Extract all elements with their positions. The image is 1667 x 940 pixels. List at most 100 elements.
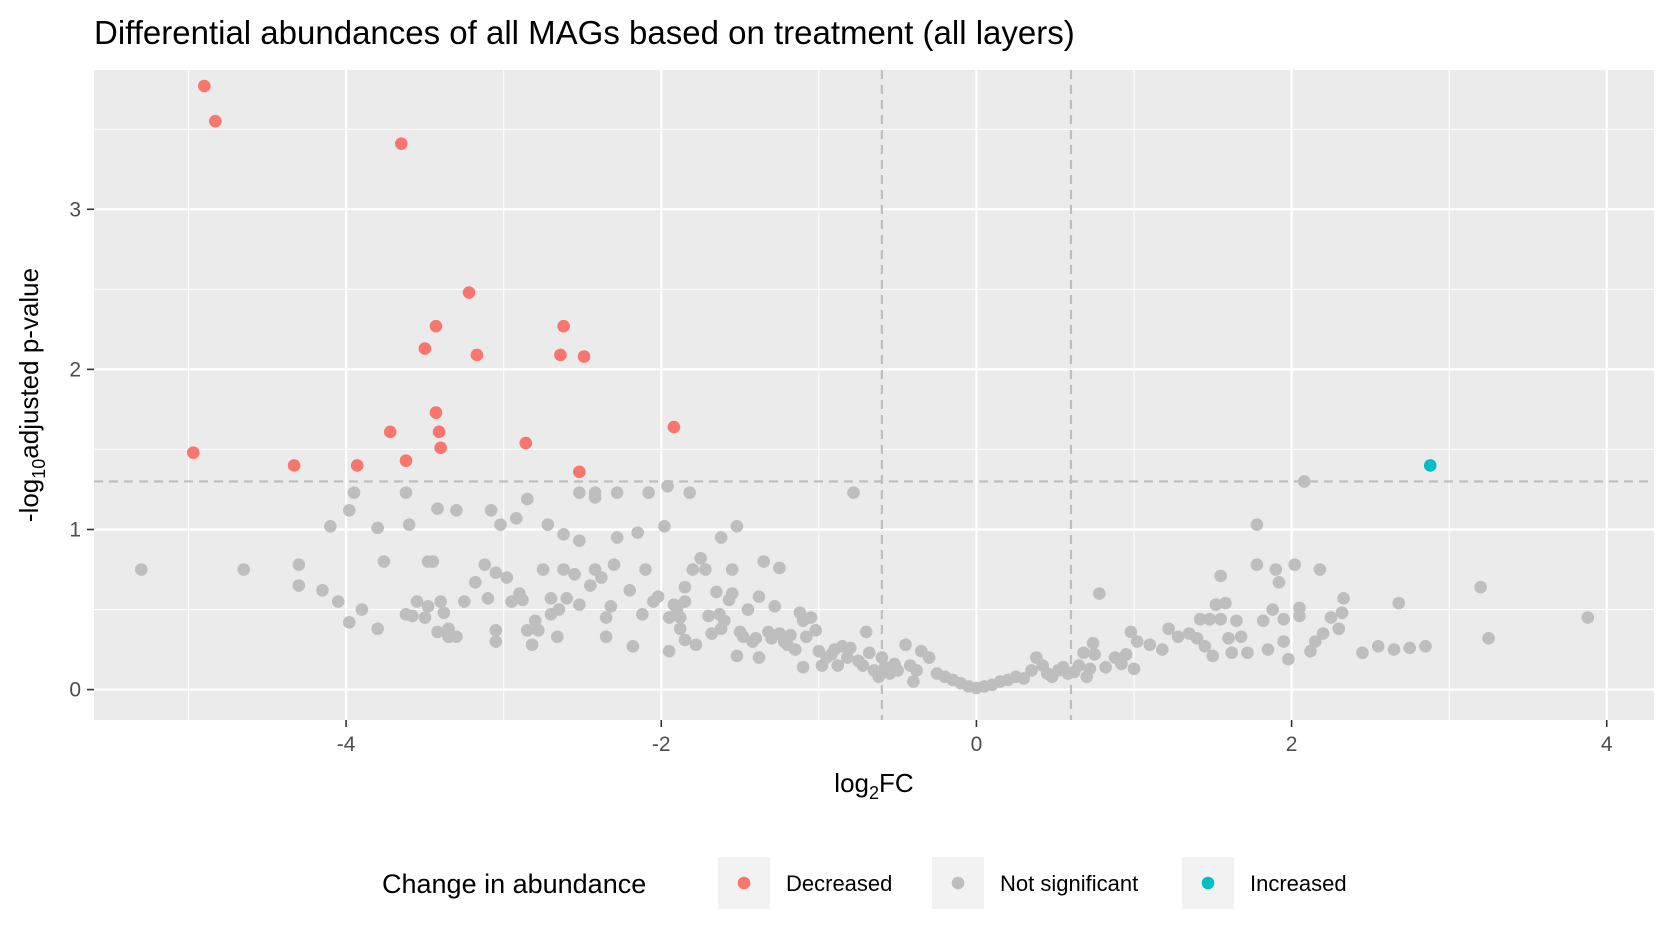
point-not-significant [550, 630, 564, 644]
point-not-significant [702, 609, 715, 623]
point-not-significant [1124, 625, 1138, 639]
point-decreased [462, 286, 476, 299]
point-not-significant [599, 630, 613, 644]
legend-marker-decreased [737, 876, 751, 890]
point-not-significant [536, 563, 550, 576]
point-not-significant [516, 593, 529, 607]
point-not-significant [662, 644, 676, 658]
point-not-significant [484, 503, 498, 517]
x-tick-label: 2 [1286, 733, 1298, 756]
point-not-significant [1392, 596, 1406, 610]
threshold-lines [94, 70, 1654, 720]
legend-marker-not-significant [951, 876, 965, 890]
point-not-significant [610, 531, 624, 544]
point-not-significant [1337, 592, 1350, 605]
point-not-significant [450, 503, 463, 517]
point-not-significant [642, 486, 655, 499]
point-not-significant [1324, 611, 1338, 624]
point-decreased [470, 348, 484, 362]
point-not-significant [1219, 596, 1232, 610]
legend-title: Change in abundance [382, 869, 646, 899]
point-not-significant [342, 616, 356, 629]
plot-panel [94, 70, 1654, 720]
point-not-significant [1403, 641, 1417, 655]
point-not-significant [544, 592, 558, 605]
point-not-significant [651, 590, 665, 604]
point-not-significant [788, 643, 802, 656]
point-decreased [577, 350, 591, 363]
point-not-significant [1093, 587, 1106, 600]
point-not-significant [521, 492, 534, 506]
point-not-significant [434, 595, 447, 608]
point-not-significant [599, 611, 613, 624]
point-not-significant [532, 624, 545, 637]
point-not-significant [862, 646, 876, 660]
point-not-significant [1474, 580, 1487, 594]
legend-label-not-significant: Not significant [1000, 871, 1138, 896]
point-not-significant [856, 659, 870, 672]
point-not-significant [450, 630, 463, 644]
point-decreased [198, 79, 211, 93]
x-tick-label: 0 [971, 733, 983, 756]
point-not-significant [1130, 635, 1144, 648]
point-decreased [429, 406, 443, 419]
point-not-significant [557, 563, 570, 576]
y-axis: 0 1 2 3 [69, 198, 94, 702]
point-not-significant [541, 518, 555, 531]
point-not-significant [686, 563, 700, 576]
point-not-significant [809, 624, 822, 637]
point-not-significant [1190, 632, 1204, 645]
point-not-significant [673, 622, 687, 636]
point-not-significant [399, 486, 413, 499]
point-not-significant [752, 590, 766, 604]
point-decreased [287, 459, 301, 472]
point-not-significant [377, 555, 391, 568]
point-not-significant [658, 519, 671, 533]
point-not-significant [1308, 635, 1322, 648]
point-not-significant [752, 651, 766, 664]
point-not-significant [875, 651, 889, 664]
point-decreased [519, 436, 533, 450]
point-not-significant [573, 486, 586, 499]
point-not-significant [872, 670, 886, 684]
point-not-significant [831, 659, 845, 672]
x-tick-label: -4 [337, 733, 356, 756]
point-not-significant [316, 584, 329, 597]
point-not-significant [469, 576, 482, 589]
point-not-significant [342, 503, 356, 517]
point-not-significant [678, 633, 692, 647]
point-not-significant [426, 555, 440, 568]
point-not-significant [768, 600, 782, 613]
point-not-significant [773, 561, 786, 575]
point-not-significant [324, 519, 337, 533]
point-not-significant [1206, 649, 1220, 663]
point-not-significant [1115, 657, 1128, 671]
data-points [134, 79, 1595, 695]
point-not-significant [1119, 648, 1133, 661]
point-not-significant [406, 609, 419, 623]
point-not-significant [1297, 475, 1311, 488]
point-not-significant [1088, 648, 1101, 661]
point-increased [1423, 459, 1437, 472]
y-tick-label: 3 [69, 198, 81, 221]
y-tick-label: 0 [69, 679, 81, 702]
x-axis: -4 -2 0 2 4 [337, 720, 1613, 756]
point-not-significant [1077, 646, 1090, 660]
point-not-significant [631, 526, 644, 539]
point-not-significant [458, 595, 471, 608]
point-not-significant [1371, 640, 1385, 653]
point-not-significant [899, 638, 912, 652]
point-not-significant [557, 527, 570, 541]
point-decreased [429, 319, 443, 333]
point-not-significant [1083, 662, 1097, 676]
point-not-significant [573, 534, 586, 547]
y-tick-label: 2 [69, 358, 81, 381]
point-decreased [350, 459, 364, 472]
point-not-significant [705, 627, 718, 640]
point-not-significant [1241, 646, 1254, 660]
point-not-significant [489, 566, 503, 580]
point-decreased [399, 454, 413, 467]
point-not-significant [1581, 611, 1595, 624]
point-not-significant [331, 595, 345, 608]
